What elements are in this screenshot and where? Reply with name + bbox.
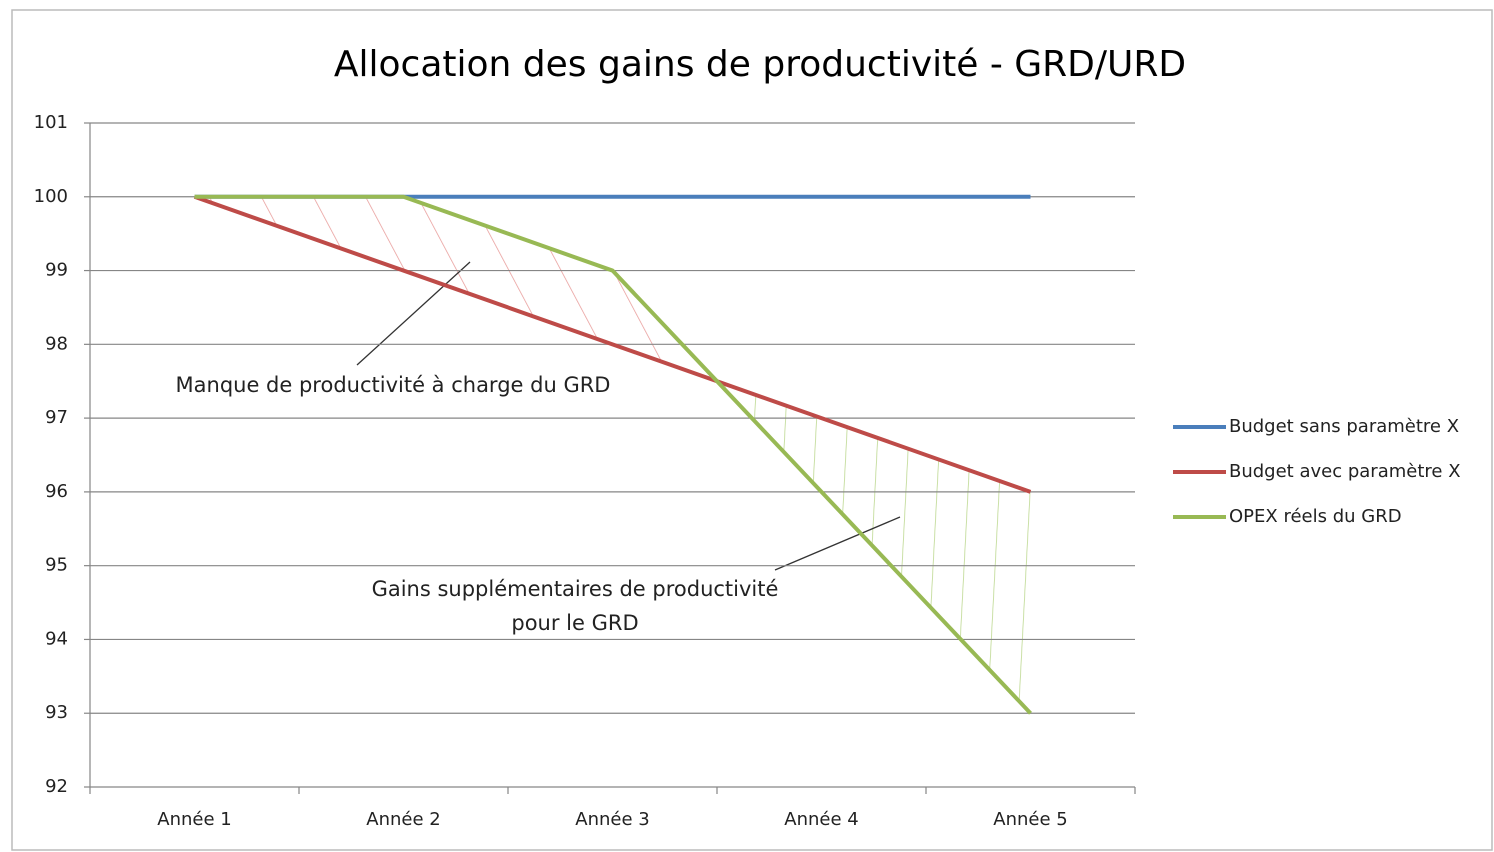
annotation: Gains supplémentaires de productivité — [372, 577, 779, 601]
y-tick-label: 98 — [45, 333, 68, 354]
y-tick-label: 97 — [45, 407, 68, 428]
x-tick-label: Année 2 — [366, 809, 440, 830]
y-tick-label: 92 — [45, 776, 68, 797]
x-tick-label: Année 1 — [157, 809, 231, 830]
y-tick-label: 93 — [45, 702, 68, 723]
y-tick-label: 96 — [45, 481, 68, 502]
x-tick-label: Année 5 — [993, 809, 1067, 830]
y-tick-label: 95 — [45, 555, 68, 576]
legend-label: Budget avec paramètre X — [1229, 461, 1461, 482]
y-tick-label: 101 — [34, 112, 68, 133]
annotation-leader — [356, 261, 471, 366]
y-tick-label: 100 — [34, 186, 68, 207]
y-tick-label: 94 — [45, 628, 68, 649]
x-tick-label: Année 3 — [575, 809, 649, 830]
chart-frame — [11, 9, 1493, 851]
series-line — [193, 194, 1032, 494]
chart-title: Allocation des gains de productivité - G… — [334, 44, 1186, 85]
y-tick-label: 99 — [45, 260, 68, 281]
series-line — [194, 194, 1032, 715]
legend-label: OPEX réels du GRD — [1229, 506, 1402, 527]
legend-label: Budget sans paramètre X — [1229, 416, 1459, 437]
annotation-leader — [774, 516, 901, 571]
annotation: pour le GRD — [511, 611, 638, 635]
annotation: Manque de productivité à charge du GRD — [176, 373, 611, 397]
x-tick-label: Année 4 — [784, 809, 858, 830]
